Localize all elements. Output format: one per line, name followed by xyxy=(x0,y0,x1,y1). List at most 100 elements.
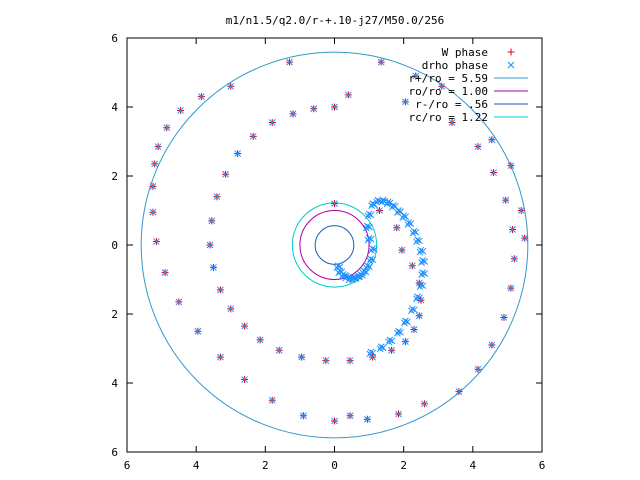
x-tick-label: 2 xyxy=(262,459,269,472)
drho-phase-point xyxy=(474,143,482,151)
x-tick-label: 4 xyxy=(470,459,477,472)
cluster-point xyxy=(365,210,373,218)
cluster-point xyxy=(389,201,397,209)
drho-phase-point xyxy=(300,412,307,420)
drho-phase-point xyxy=(509,226,516,233)
cluster-point xyxy=(352,274,360,282)
x-tick-label: 4 xyxy=(193,459,200,472)
cluster-point xyxy=(368,202,375,209)
x-axis-ticks: 6 4 2 0 2 4 6 xyxy=(124,38,545,472)
drho-phase-point xyxy=(490,169,497,176)
cluster-point xyxy=(343,272,350,280)
drho-phase-point xyxy=(268,119,276,126)
drho-phase-point xyxy=(517,207,525,214)
y-tick-label: 6 xyxy=(111,32,118,45)
cluster-point xyxy=(408,305,416,313)
cluster-point xyxy=(376,345,384,353)
cluster-point xyxy=(419,257,427,264)
cluster-point xyxy=(373,198,381,206)
cluster-point xyxy=(364,212,372,220)
drho-phase-point xyxy=(241,322,248,330)
drho-phase-point xyxy=(310,105,318,113)
cluster-point xyxy=(353,272,361,280)
point-series xyxy=(149,58,529,425)
cluster-point xyxy=(367,255,375,263)
cluster-point xyxy=(369,200,376,207)
drho-phase-point xyxy=(213,193,221,201)
cluster-point xyxy=(359,269,367,277)
y-tick-label: 2 xyxy=(111,170,118,183)
drho-phase-point xyxy=(227,82,235,90)
cluster-point xyxy=(407,307,415,315)
legend-label: W phase xyxy=(442,46,488,59)
y-axis-ticks: 6 4 2 0 2 4 6 xyxy=(111,32,542,459)
drho-phase-point xyxy=(210,264,217,271)
circle-series-2 xyxy=(314,225,355,265)
cluster-point xyxy=(413,238,420,246)
cluster-point xyxy=(400,212,408,220)
drho-phase-point xyxy=(412,72,420,80)
cluster-point xyxy=(416,248,424,256)
drho-phase-point xyxy=(331,200,338,207)
drho-phase-point xyxy=(149,208,157,216)
drho-phase-point xyxy=(217,286,224,294)
cluster-point xyxy=(363,224,370,232)
drho-phase-point xyxy=(415,279,423,287)
legend-symbol xyxy=(507,61,515,69)
drho-phase-point xyxy=(474,365,482,373)
cluster-point xyxy=(417,246,425,254)
drho-phase-point xyxy=(393,224,401,232)
drho-phase-point xyxy=(154,143,162,151)
drho-phase-point xyxy=(507,162,515,170)
drho-phase-point xyxy=(161,269,169,276)
cluster-point xyxy=(350,274,357,282)
y-tick-label: 6 xyxy=(111,446,118,459)
drho-phase-point xyxy=(417,296,425,304)
circle-series-0 xyxy=(140,51,529,439)
drho-phase-point xyxy=(448,119,456,126)
drho-phase-point xyxy=(344,91,352,99)
y-tick-label: 4 xyxy=(111,101,118,114)
cluster-point xyxy=(334,262,342,270)
cluster-point xyxy=(365,234,373,242)
cluster-point xyxy=(366,257,374,265)
drho-phase-point xyxy=(206,241,214,249)
cluster-point xyxy=(383,200,391,208)
drho-phase-point xyxy=(217,353,224,361)
cluster-point xyxy=(368,247,375,254)
cluster-point xyxy=(364,222,371,230)
legend-symbol xyxy=(507,48,515,56)
drho-phase-point xyxy=(369,353,376,361)
cluster-point xyxy=(419,269,427,276)
cluster-point xyxy=(349,276,356,284)
drho-phase-point xyxy=(408,262,416,270)
drho-phase-point xyxy=(208,217,216,225)
cluster-point xyxy=(410,227,418,235)
drho-phase-point xyxy=(402,338,409,345)
drho-phase-point xyxy=(521,234,529,242)
drho-phase-point xyxy=(256,336,264,344)
drho-phase-point xyxy=(395,410,402,418)
drho-phase-point xyxy=(198,93,205,101)
drho-phase-point xyxy=(377,58,385,66)
drho-phase-point xyxy=(415,312,423,320)
cluster-point xyxy=(401,319,408,327)
cluster-point xyxy=(364,262,371,270)
cluster-point xyxy=(394,209,401,216)
drho-phase-point xyxy=(502,196,510,204)
cluster-point xyxy=(386,336,394,344)
drho-phase-point xyxy=(507,284,515,292)
drho-phase-point xyxy=(398,246,406,254)
drho-phase-point xyxy=(163,124,171,132)
legend-label: ro/ro = 1.00 xyxy=(409,85,488,98)
drho-phase-point xyxy=(149,182,157,190)
drho-phase-point xyxy=(153,238,160,245)
legend-label: r+/ro = 5.59 xyxy=(409,72,488,85)
legend-label: drho phase xyxy=(422,59,488,72)
cluster-point xyxy=(360,267,368,275)
x-tick-label: 2 xyxy=(400,459,407,472)
x-tick-label: 6 xyxy=(124,459,131,472)
cluster-point xyxy=(409,229,417,237)
